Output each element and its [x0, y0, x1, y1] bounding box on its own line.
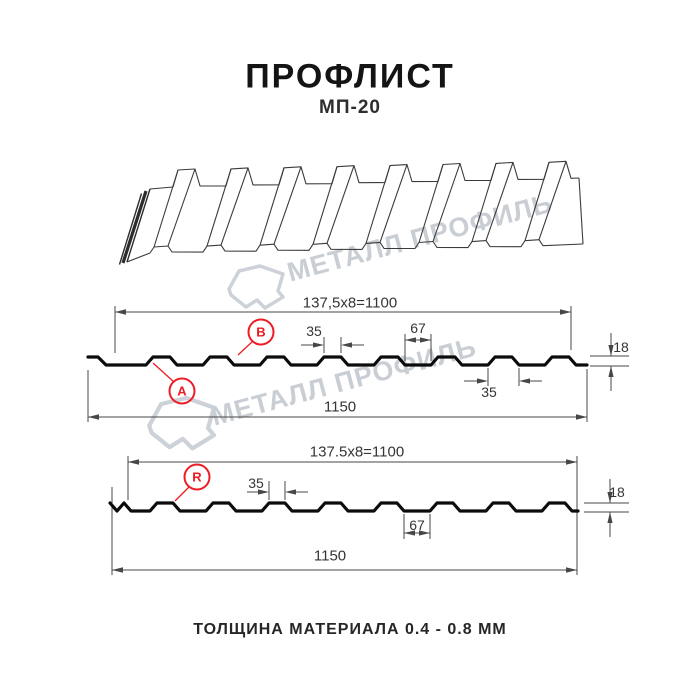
- dim-overall-width-2: 1150: [313, 547, 347, 565]
- dim-valley-1: 67: [410, 320, 426, 336]
- footer-note: ТОЛЩИНА МАТЕРИАЛА 0.4 - 0.8 ММ: [193, 621, 507, 638]
- dim-height-2: 18: [609, 484, 625, 500]
- dim-cover-width-1: 137,5x8=1100: [302, 294, 398, 312]
- page-title: ПРОФЛИСТ: [245, 57, 455, 96]
- page-subtitle: МП-20: [319, 97, 381, 118]
- dim-cover-width-2: 137.5x8=1100: [309, 443, 405, 461]
- profile-label-b: B: [247, 318, 275, 346]
- dim-valley-2: 67: [409, 517, 425, 533]
- profile-label-r: R: [183, 463, 211, 491]
- dim-height-1: 18: [613, 339, 629, 355]
- dim-rib-top-1: 35: [306, 323, 322, 339]
- profile-label-a: A: [168, 377, 196, 405]
- dim-overall-width-1: 1150: [323, 398, 357, 416]
- profile-section-2: [108, 501, 580, 513]
- section1-dims: [87, 306, 629, 422]
- dim-rib-bottom-1: 35: [481, 384, 497, 400]
- profile-section-1: [86, 355, 589, 367]
- dim-rib-top-2: 35: [248, 475, 264, 491]
- metall-profil-logo-icon: [227, 264, 285, 310]
- section2-dims: [111, 456, 629, 575]
